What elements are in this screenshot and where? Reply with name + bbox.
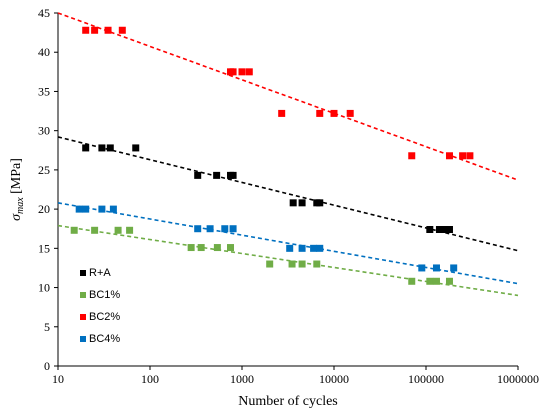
x-tick-label: 10 <box>52 372 64 386</box>
data-point-bc2- <box>346 109 354 117</box>
legend-label-bc2-: BC2% <box>89 311 120 323</box>
data-point-bc2- <box>316 109 324 117</box>
data-point-bc2- <box>330 109 338 117</box>
data-point-bc4- <box>310 244 318 252</box>
y-tick-label: 5 <box>44 320 50 334</box>
data-point-r-a <box>316 199 324 207</box>
legend-label-bc1-: BC1% <box>89 289 120 301</box>
y-tick-label: 15 <box>38 241 50 255</box>
data-point-bc2- <box>466 152 474 160</box>
legend-marker-bc4- <box>80 336 86 342</box>
data-point-bc4- <box>206 225 214 233</box>
data-point-bc4- <box>450 264 458 272</box>
x-tick-label: 100000 <box>408 372 444 386</box>
data-point-bc1- <box>426 277 434 285</box>
trendline-bc1- <box>57 224 519 297</box>
x-tick-label: 1000000 <box>497 372 539 386</box>
y-tick-label: 40 <box>38 45 50 59</box>
data-point-bc1- <box>213 244 221 252</box>
trendline-bc2- <box>57 12 519 181</box>
legend: R+A BC1% BC2% BC4% <box>80 267 120 345</box>
data-point-bc1- <box>114 226 122 234</box>
data-point-bc2- <box>229 68 237 76</box>
data-point-bc1- <box>227 244 235 252</box>
data-point-r-a <box>194 171 202 179</box>
y-tick-label: 0 <box>44 359 50 373</box>
data-point-bc2- <box>82 26 90 34</box>
data-point-bc4- <box>316 244 324 252</box>
data-point-bc1- <box>266 260 274 268</box>
data-point-bc2- <box>245 68 253 76</box>
x-ticks: 10 100 1000 10000 100000 1000000 <box>52 366 539 386</box>
data-point-bc2- <box>278 109 286 117</box>
data-point-bc2- <box>445 152 453 160</box>
data-point-bc4- <box>221 225 229 233</box>
data-point-r-a <box>298 199 306 207</box>
y-axis-title: σmax [MPa] <box>9 158 26 221</box>
y-tick-label: 30 <box>38 124 50 138</box>
data-point-bc4- <box>194 225 202 233</box>
y-axis-title-subscript: max <box>15 197 26 214</box>
data-point-bc1- <box>445 277 453 285</box>
data-point-bc4- <box>286 244 294 252</box>
data-point-bc4- <box>418 264 426 272</box>
legend-marker-bc1- <box>80 292 86 298</box>
legend-label-r-a: R+A <box>89 267 111 279</box>
y-tick-label: 25 <box>38 163 50 177</box>
data-point-bc1- <box>298 260 306 268</box>
data-point-r-a <box>132 144 140 152</box>
x-tick-label: 1000 <box>230 372 254 386</box>
y-tick-label: 45 <box>38 6 50 20</box>
data-point-bc4- <box>98 205 106 213</box>
plot-area: 10 100 1000 10000 100000 1000000 0 5 10 15 20 25 30… <box>38 6 539 386</box>
data-point-r-a <box>445 226 453 234</box>
trendline-bc4- <box>57 202 519 285</box>
data-point-bc4- <box>109 205 117 213</box>
data-point-bc1- <box>197 244 205 252</box>
legend-marker-r-a <box>80 270 86 276</box>
data-point-bc1- <box>288 260 296 268</box>
data-point-bc2- <box>118 26 126 34</box>
y-tick-label: 10 <box>38 281 50 295</box>
markers <box>70 26 474 285</box>
data-point-bc1- <box>187 244 195 252</box>
data-point-bc4- <box>432 264 440 272</box>
data-point-r-a <box>106 144 114 152</box>
data-point-bc4- <box>298 244 306 252</box>
data-point-bc2- <box>459 152 467 160</box>
data-point-bc2- <box>104 26 112 34</box>
y-tick-label: 20 <box>38 202 50 216</box>
y-axis-title-symbol: σ <box>9 213 24 221</box>
data-point-bc1- <box>432 277 440 285</box>
data-point-r-a <box>213 171 221 179</box>
legend-label-bc4-: BC4% <box>89 333 120 345</box>
data-point-bc4- <box>75 205 83 213</box>
data-point-r-a <box>82 144 90 152</box>
x-tick-label: 10000 <box>319 372 349 386</box>
data-point-bc2- <box>91 26 99 34</box>
data-point-bc2- <box>408 152 416 160</box>
data-point-r-a <box>289 199 297 207</box>
y-axis-title-unit: [MPa] <box>9 158 24 197</box>
data-point-r-a <box>441 226 449 234</box>
data-point-bc1- <box>126 226 134 234</box>
data-point-bc1- <box>408 277 416 285</box>
data-point-bc4- <box>82 205 90 213</box>
data-point-bc1- <box>313 260 321 268</box>
data-point-bc1- <box>91 226 99 234</box>
y-ticks: 0 5 10 15 20 25 30 35 40 45 <box>38 6 58 373</box>
data-point-bc4- <box>229 225 237 233</box>
data-point-bc2- <box>238 68 246 76</box>
data-point-bc1- <box>70 226 78 234</box>
y-tick-label: 35 <box>38 84 50 98</box>
data-point-r-a <box>229 171 237 179</box>
data-point-r-a <box>98 144 106 152</box>
data-point-r-a <box>435 226 443 234</box>
legend-marker-bc2- <box>80 314 86 320</box>
x-tick-label: 100 <box>141 372 159 386</box>
data-point-r-a <box>426 226 434 234</box>
x-axis-title: Number of cycles <box>238 394 338 409</box>
